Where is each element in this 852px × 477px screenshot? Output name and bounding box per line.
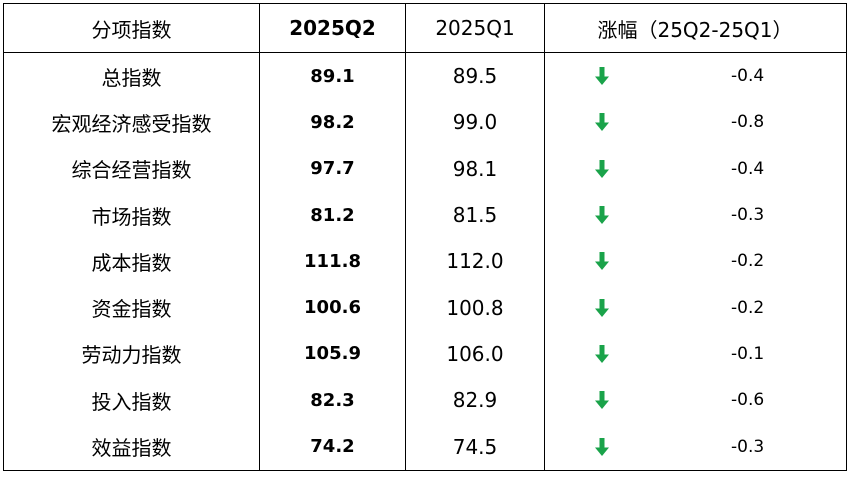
row-name: 资金指数	[4, 284, 260, 331]
change-value: -0.6	[731, 390, 765, 411]
change-value: -0.1	[731, 343, 765, 364]
change-value: -0.2	[731, 297, 765, 318]
table-body: 总指数 89.1 89.5 -0.4 宏观经济感受指数 98.2 99.0 -0.8 综合经营指…	[4, 53, 846, 470]
row-value-2025q2: 105.9	[260, 330, 406, 378]
row-value-2025q2: 100.6	[260, 284, 406, 331]
row-name: 投入指数	[4, 377, 260, 424]
row-value-2025q2: 97.7	[260, 145, 406, 192]
down-arrow-icon	[595, 67, 609, 86]
index-table: 分项指数 2025Q2 2025Q1 涨幅（25Q2-25Q1） 总指数 89.1…	[3, 3, 847, 471]
down-arrow-icon	[595, 391, 609, 410]
row-value-2025q1: 81.5	[406, 191, 545, 239]
row-value-2025q1: 98.1	[406, 145, 545, 192]
row-name: 效益指数	[4, 423, 260, 470]
row-value-2025q2: 98.2	[260, 99, 406, 146]
row-value-2025q2: 74.2	[260, 423, 406, 470]
row-value-2025q1: 112.0	[406, 238, 545, 285]
header-2025q2: 2025Q2	[260, 4, 406, 52]
change-value: -0.4	[731, 158, 765, 179]
row-change: -0.6	[545, 377, 845, 423]
row-name: 成本指数	[4, 238, 260, 285]
row-value-2025q1: 106.0	[406, 330, 545, 378]
down-arrow-icon	[595, 437, 609, 456]
change-value: -0.4	[731, 66, 765, 87]
row-change: -0.1	[545, 331, 845, 377]
row-name: 总指数	[4, 53, 260, 100]
table-header: 分项指数 2025Q2 2025Q1 涨幅（25Q2-25Q1）	[4, 4, 846, 53]
header-change: 涨幅（25Q2-25Q1）	[597, 17, 793, 42]
row-value-2025q1: 82.9	[406, 377, 545, 424]
down-arrow-icon	[595, 206, 609, 225]
row-name: 宏观经济感受指数	[4, 99, 260, 146]
row-value-2025q1: 89.5	[406, 53, 545, 100]
header-2025q1: 2025Q1	[406, 4, 545, 52]
row-change: -0.8	[545, 99, 845, 145]
row-change: -0.2	[545, 238, 845, 284]
row-name: 劳动力指数	[4, 330, 260, 378]
down-arrow-icon	[595, 113, 609, 132]
row-change: -0.2	[545, 284, 845, 330]
change-value: -0.2	[731, 251, 765, 272]
row-value-2025q2: 81.2	[260, 191, 406, 239]
down-arrow-icon	[595, 344, 609, 363]
row-change: -0.4	[545, 53, 845, 99]
row-value-2025q2: 111.8	[260, 238, 406, 285]
row-value-2025q1: 100.8	[406, 284, 545, 331]
row-value-2025q1: 74.5	[406, 423, 545, 470]
down-arrow-icon	[595, 298, 609, 317]
change-value: -0.8	[731, 112, 765, 133]
row-name: 市场指数	[4, 191, 260, 239]
row-change: -0.3	[545, 192, 845, 238]
change-value: -0.3	[731, 205, 765, 226]
row-value-2025q1: 99.0	[406, 99, 545, 146]
row-change: -0.3	[545, 423, 845, 469]
change-value: -0.3	[731, 436, 765, 457]
row-name: 综合经营指数	[4, 145, 260, 192]
down-arrow-icon	[595, 252, 609, 271]
row-value-2025q2: 82.3	[260, 377, 406, 424]
down-arrow-icon	[595, 159, 609, 178]
row-value-2025q2: 89.1	[260, 53, 406, 100]
header-category: 分项指数	[4, 4, 260, 52]
row-change: -0.4	[545, 146, 845, 192]
